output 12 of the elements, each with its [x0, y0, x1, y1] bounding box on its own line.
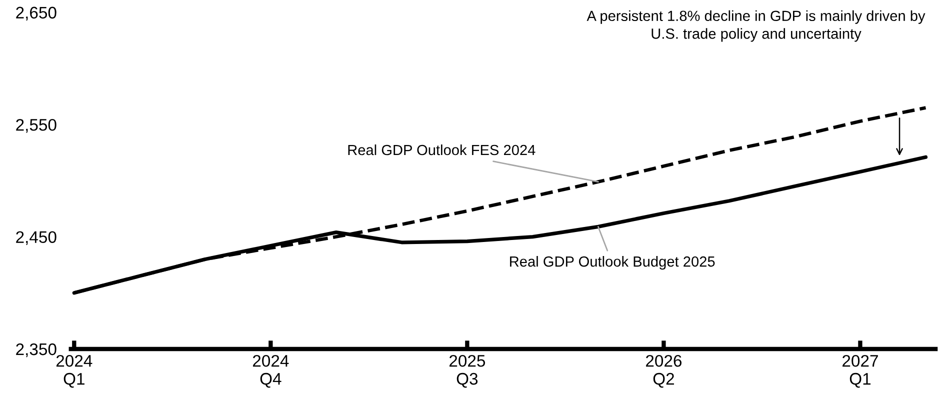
x-tick-label: 2024 Q1	[56, 354, 92, 388]
y-tick-label: 2,450	[16, 231, 56, 245]
x-tick-label: 2025 Q3	[449, 354, 486, 388]
x-tick-label: 2024 Q4	[252, 354, 289, 388]
annotation: A persistent 1.8% decline in GDP is mainly driven by U.S. trade policy and uncertainty	[586, 10, 926, 42]
y-tick-label: 2,350	[16, 343, 56, 358]
x-tick-label: 2026 Q2	[646, 354, 682, 388]
series-label: Real GDP Outlook Budget 2025	[510, 256, 715, 270]
text: Real GDP Outlook FES 2024	[348, 144, 536, 156]
y-tick-label: 2,550	[16, 118, 56, 133]
x-tick-label: 2027 Q1	[842, 354, 878, 388]
y-tick-label: 2,650	[16, 6, 56, 21]
